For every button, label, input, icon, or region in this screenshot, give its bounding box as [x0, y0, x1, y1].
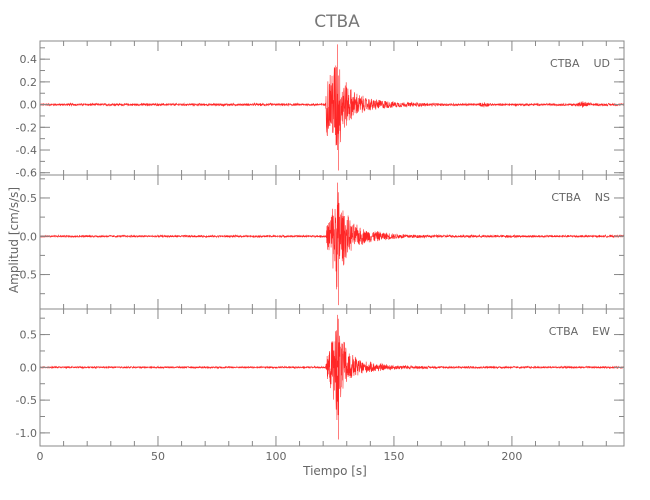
y-tick-label: 0.0: [20, 361, 38, 374]
y-tick-label: -0.6: [16, 167, 37, 180]
component-label: CTBA UD: [550, 57, 610, 70]
y-tick-label: -1.0: [16, 427, 37, 440]
x-tick-label: 150: [383, 450, 404, 463]
y-tick-label: -0.2: [16, 121, 37, 134]
y-tick-label: 0.5: [20, 192, 38, 205]
y-tick-label: -0.4: [16, 144, 37, 157]
waveform-trace: [39, 182, 625, 306]
y-tick-label: 0.0: [20, 230, 38, 243]
y-tick-label: 0.0: [20, 99, 38, 112]
x-axis-label: Tiempo [s]: [302, 464, 367, 478]
y-axis-label: Amplitud [cm/s/s]: [7, 187, 21, 293]
waveform-trace: [39, 314, 625, 440]
component-label: CTBA NS: [551, 191, 610, 204]
y-tick-label: -0.5: [16, 269, 37, 282]
y-tick-label: 0.5: [20, 329, 38, 342]
y-tick-label: 0.2: [20, 76, 38, 89]
waveform-trace: [39, 44, 625, 171]
x-tick-label: 0: [37, 450, 44, 463]
panel-frame: [39, 308, 625, 447]
component-label: CTBA EW: [549, 325, 610, 338]
y-tick-label: -0.5: [16, 394, 37, 407]
x-tick-label: 200: [501, 450, 522, 463]
y-tick-label: 0.4: [20, 53, 38, 66]
x-tick-label: 100: [265, 450, 286, 463]
chart-title: CTBA: [314, 12, 360, 32]
panel-frame: [39, 40, 625, 176]
x-tick-label: 50: [151, 450, 165, 463]
